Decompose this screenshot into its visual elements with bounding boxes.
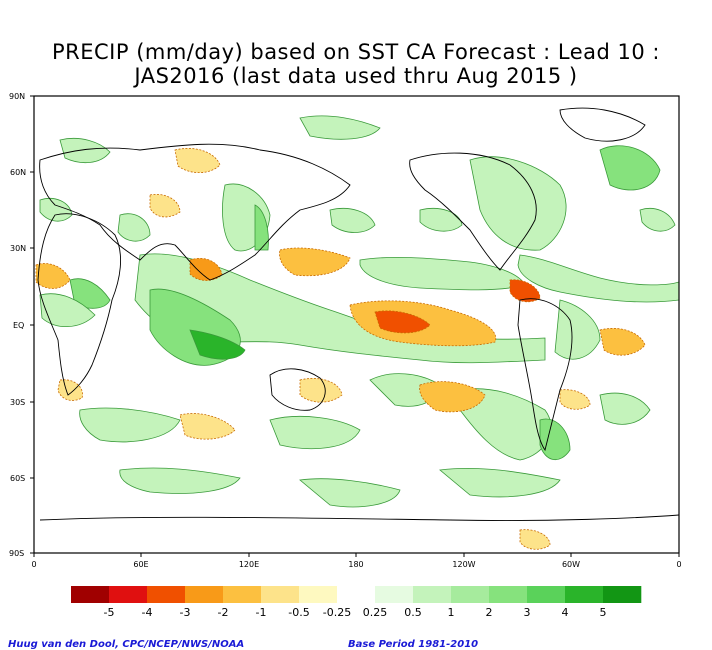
legend-label: 0.5 xyxy=(404,606,422,619)
legend-swatch xyxy=(299,586,338,603)
x-tick-0-right: 0 xyxy=(676,560,681,569)
legend-label: 4 xyxy=(562,606,569,619)
map-title-line2: JAS2016 (last data used thru Aug 2015 ) xyxy=(134,64,578,88)
legend-label: 2 xyxy=(486,606,493,619)
legend-label: -4 xyxy=(142,606,153,619)
north-america-outline xyxy=(409,152,537,271)
legend-label: -0.25 xyxy=(323,606,351,619)
x-tick-120w: 120W xyxy=(452,560,475,569)
x-axis: 0 60E 120E 180 120W 60W 0 xyxy=(31,553,682,569)
y-axis: 90N 60N 30N EQ 30S 60S 90S xyxy=(9,92,34,558)
legend-label: -3 xyxy=(180,606,191,619)
y-tick-90n: 90N xyxy=(9,92,25,101)
greenland-outline xyxy=(559,107,646,142)
eurasia-outline xyxy=(39,143,351,281)
legend-swatch xyxy=(375,586,414,603)
legend-label: -5 xyxy=(104,606,115,619)
y-tick-30n: 30N xyxy=(10,244,26,253)
legend-swatch xyxy=(565,586,604,603)
legend-label: 5 xyxy=(600,606,607,619)
y-tick-90s: 90S xyxy=(9,549,24,558)
legend-label: -1 xyxy=(256,606,267,619)
antarctica-outline xyxy=(39,514,679,521)
legend-swatch xyxy=(337,586,376,603)
color-legend-labels: -5 -4 -3 -2 -1 -0.5 -0.25 0.25 0.5 1 2 3 4 5 xyxy=(104,606,607,619)
legend-swatch xyxy=(71,586,110,603)
credit-base-period: Base Period 1981-2010 xyxy=(348,639,479,650)
australia-outline xyxy=(269,368,326,411)
x-tick-60e: 60E xyxy=(133,560,148,569)
wet-anomaly-regions xyxy=(39,115,679,508)
legend-label: -0.5 xyxy=(288,606,309,619)
legend-swatch xyxy=(603,586,642,603)
y-tick-30s: 30S xyxy=(10,398,25,407)
map-title-line1: PRECIP (mm/day) based on SST CA Forecast… xyxy=(51,40,661,64)
legend-swatch xyxy=(147,586,186,603)
dry-anomaly-regions xyxy=(35,148,646,550)
anomaly-contours xyxy=(35,107,679,550)
x-tick-0: 0 xyxy=(31,560,36,569)
legend-swatch xyxy=(223,586,262,603)
legend-swatch xyxy=(109,586,148,603)
credit-author: Huug van den Dool, CPC/NCEP/NWS/NOAA xyxy=(8,639,245,650)
y-tick-60s: 60S xyxy=(10,474,25,483)
x-tick-120e: 120E xyxy=(239,560,259,569)
legend-swatch xyxy=(261,586,300,603)
south-america-outline xyxy=(517,298,573,452)
legend-label: -2 xyxy=(218,606,229,619)
x-tick-60w: 60W xyxy=(562,560,580,569)
legend-label: 3 xyxy=(524,606,531,619)
legend-swatch xyxy=(185,586,224,603)
legend-label: 0.25 xyxy=(363,606,388,619)
legend-swatch xyxy=(413,586,452,603)
coastlines xyxy=(37,107,679,521)
legend-label: 1 xyxy=(448,606,455,619)
color-legend xyxy=(71,586,642,603)
y-tick-eq: EQ xyxy=(13,321,24,330)
legend-swatch xyxy=(489,586,528,603)
legend-swatch xyxy=(451,586,490,603)
x-tick-180: 180 xyxy=(348,560,363,569)
africa-outline xyxy=(37,213,121,396)
y-tick-60n: 60N xyxy=(10,168,26,177)
legend-swatch xyxy=(527,586,566,603)
